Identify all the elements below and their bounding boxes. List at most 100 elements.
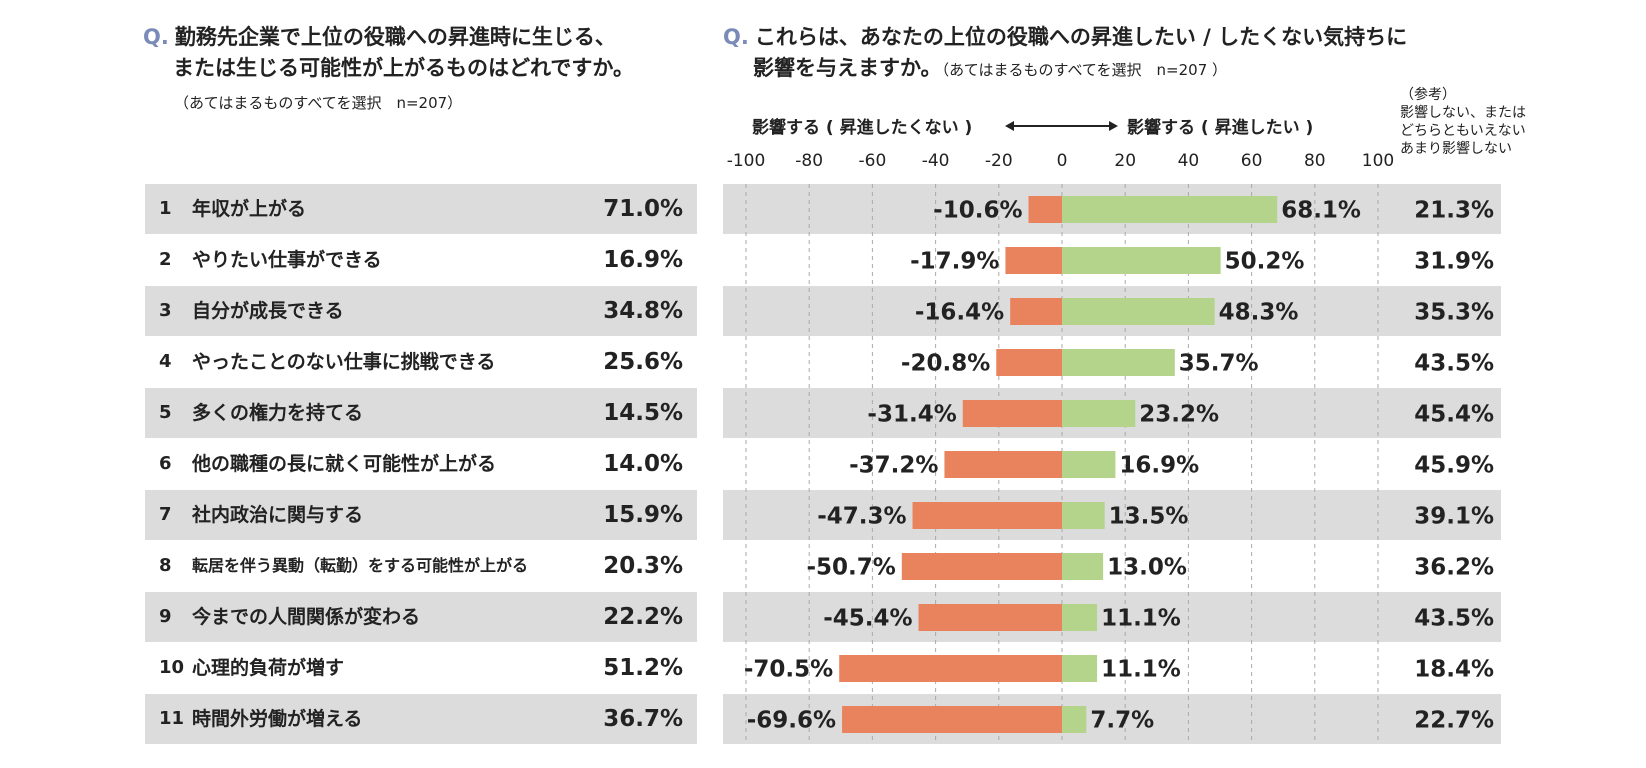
bar-negative <box>918 604 1062 631</box>
bar-positive <box>1062 196 1278 223</box>
bar-negative <box>996 349 1062 376</box>
row-label: やりたい仕事ができる <box>192 249 382 271</box>
left-question-line1: 勤務先企業で上位の役職への昇進時に生じる、 <box>174 25 616 49</box>
x-tick-label: -80 <box>795 151 823 171</box>
data-label-positive: 50.2% <box>1225 249 1305 275</box>
chart-row-bg <box>723 592 1501 642</box>
bar-positive <box>1062 706 1087 733</box>
row-label: 多くの権力を持てる <box>192 402 364 424</box>
data-label-negative: -69.6% <box>747 708 836 734</box>
bar-positive <box>1062 298 1215 325</box>
row-number: 5 <box>159 402 172 423</box>
data-label-positive: 11.1% <box>1101 657 1181 683</box>
right-question-title: Q. これらは、あなたの上位の役職への昇進したい / したくない気持ちに 影響を与… <box>723 22 1407 86</box>
left-question-line2: または生じる可能性が上がるものはどれですか。 <box>173 56 634 80</box>
data-label-negative: -47.3% <box>817 504 906 530</box>
table-row: 1 年収が上がる 71.0% <box>145 184 697 234</box>
table-row: 4 やったことのない仕事に挑戦できる 25.6% <box>145 337 697 387</box>
data-label-negative: -10.6% <box>933 198 1022 224</box>
reference-header-line4: あまり影響しない <box>1400 141 1512 157</box>
data-label-negative: -20.8% <box>901 351 990 377</box>
x-tick-label: 0 <box>1057 151 1068 171</box>
left-question-title: Q. 勤務先企業で上位の役職への昇進時に生じる、 または生じる可能性が上がるものは… <box>143 22 634 84</box>
bar-negative <box>944 451 1062 478</box>
row-number: 9 <box>159 606 172 627</box>
row-label: 他の職種の長に就く可能性が上がる <box>192 453 497 475</box>
table-row: 3 自分が成長できる 34.8% <box>145 286 697 336</box>
row-value: 14.0% <box>603 451 683 477</box>
row-label: 社内政治に関与する <box>192 504 364 526</box>
bar-negative <box>839 655 1062 682</box>
row-number: 1 <box>159 198 172 219</box>
x-tick-label: 80 <box>1304 151 1326 171</box>
bar-negative <box>842 706 1062 733</box>
left-q-mark: Q. <box>143 25 169 49</box>
bar-positive <box>1062 655 1098 682</box>
row-value: 14.5% <box>603 400 683 426</box>
row-number: 11 <box>159 708 185 729</box>
row-value: 51.2% <box>603 655 683 681</box>
bar-positive <box>1062 604 1098 631</box>
x-tick-label: 40 <box>1178 151 1200 171</box>
chart-row-bg <box>723 490 1501 540</box>
data-label-negative: -45.4% <box>823 606 912 632</box>
row-number: 6 <box>159 453 172 474</box>
row-value: 20.3% <box>603 553 683 579</box>
row-number: 7 <box>159 504 172 525</box>
data-label-positive: 35.7% <box>1179 351 1259 377</box>
reference-value: 45.4% <box>1414 402 1494 428</box>
bar-negative <box>1028 196 1062 223</box>
row-number: 4 <box>159 351 172 372</box>
row-label: 年収が上がる <box>192 198 307 220</box>
bar-positive <box>1062 247 1221 274</box>
reference-value: 43.5% <box>1414 606 1494 632</box>
table-row: 6 他の職種の長に就く可能性が上がる 14.0% <box>145 439 697 489</box>
legend-positive: 影響する ( 昇進したい ) <box>1127 118 1314 138</box>
bar-positive <box>1062 400 1136 427</box>
row-number: 10 <box>159 657 185 678</box>
row-value: 22.2% <box>603 604 683 630</box>
data-label-positive: 16.9% <box>1119 453 1199 479</box>
reference-value: 36.2% <box>1414 555 1494 581</box>
reference-value: 31.9% <box>1414 249 1494 275</box>
row-value: 71.0% <box>603 196 683 222</box>
data-label-positive: 68.1% <box>1281 198 1361 224</box>
data-label-positive: 7.7% <box>1090 708 1154 734</box>
bar-negative <box>962 400 1062 427</box>
x-tick-label: -60 <box>859 151 887 171</box>
data-label-negative: -70.5% <box>744 657 833 683</box>
data-label-positive: 13.0% <box>1107 555 1187 581</box>
row-value: 16.9% <box>603 247 683 273</box>
data-label-negative: -31.4% <box>867 402 956 428</box>
legend-negative: 影響する ( 昇進したくない ) <box>752 118 973 138</box>
data-label-negative: -16.4% <box>915 300 1004 326</box>
x-tick-label: 20 <box>1114 151 1136 171</box>
x-tick-label: -40 <box>922 151 950 171</box>
row-label: 自分が成長できる <box>192 300 344 322</box>
right-q-mark: Q. <box>723 25 749 49</box>
row-number: 8 <box>159 555 172 576</box>
left-question-note: （あてはまるものすべてを選択 n=207） <box>174 94 463 112</box>
row-value: 25.6% <box>603 349 683 375</box>
x-tick-label: 60 <box>1241 151 1263 171</box>
reference-value: 22.7% <box>1414 708 1494 734</box>
reference-value: 39.1% <box>1414 504 1494 530</box>
right-question-line1: これらは、あなたの上位の役職への昇進したい / したくない気持ちに <box>754 25 1408 49</box>
bar-positive <box>1062 349 1175 376</box>
data-label-positive: 11.1% <box>1101 606 1181 632</box>
row-number: 3 <box>159 300 172 321</box>
table-row: 8 転居を伴う異動（転勤）をする可能性が上がる 20.3% <box>145 541 697 591</box>
row-value: 36.7% <box>603 706 683 732</box>
x-tick-label: -100 <box>727 151 766 171</box>
bar-negative <box>912 502 1062 529</box>
data-label-positive: 13.5% <box>1109 504 1189 530</box>
reference-header-line3: どちらともいえない <box>1400 123 1526 139</box>
table-row: 10 心理的負荷が増す 51.2% <box>145 643 697 693</box>
row-label: やったことのない仕事に挑戦できる <box>192 351 496 373</box>
bar-negative <box>1005 247 1062 274</box>
table-row: 7 社内政治に関与する 15.9% <box>145 490 697 540</box>
row-label: 今までの人間関係が変わる <box>192 606 421 628</box>
row-label: 転居を伴う異動（転勤）をする可能性が上がる <box>192 556 529 575</box>
bar-positive <box>1062 451 1116 478</box>
